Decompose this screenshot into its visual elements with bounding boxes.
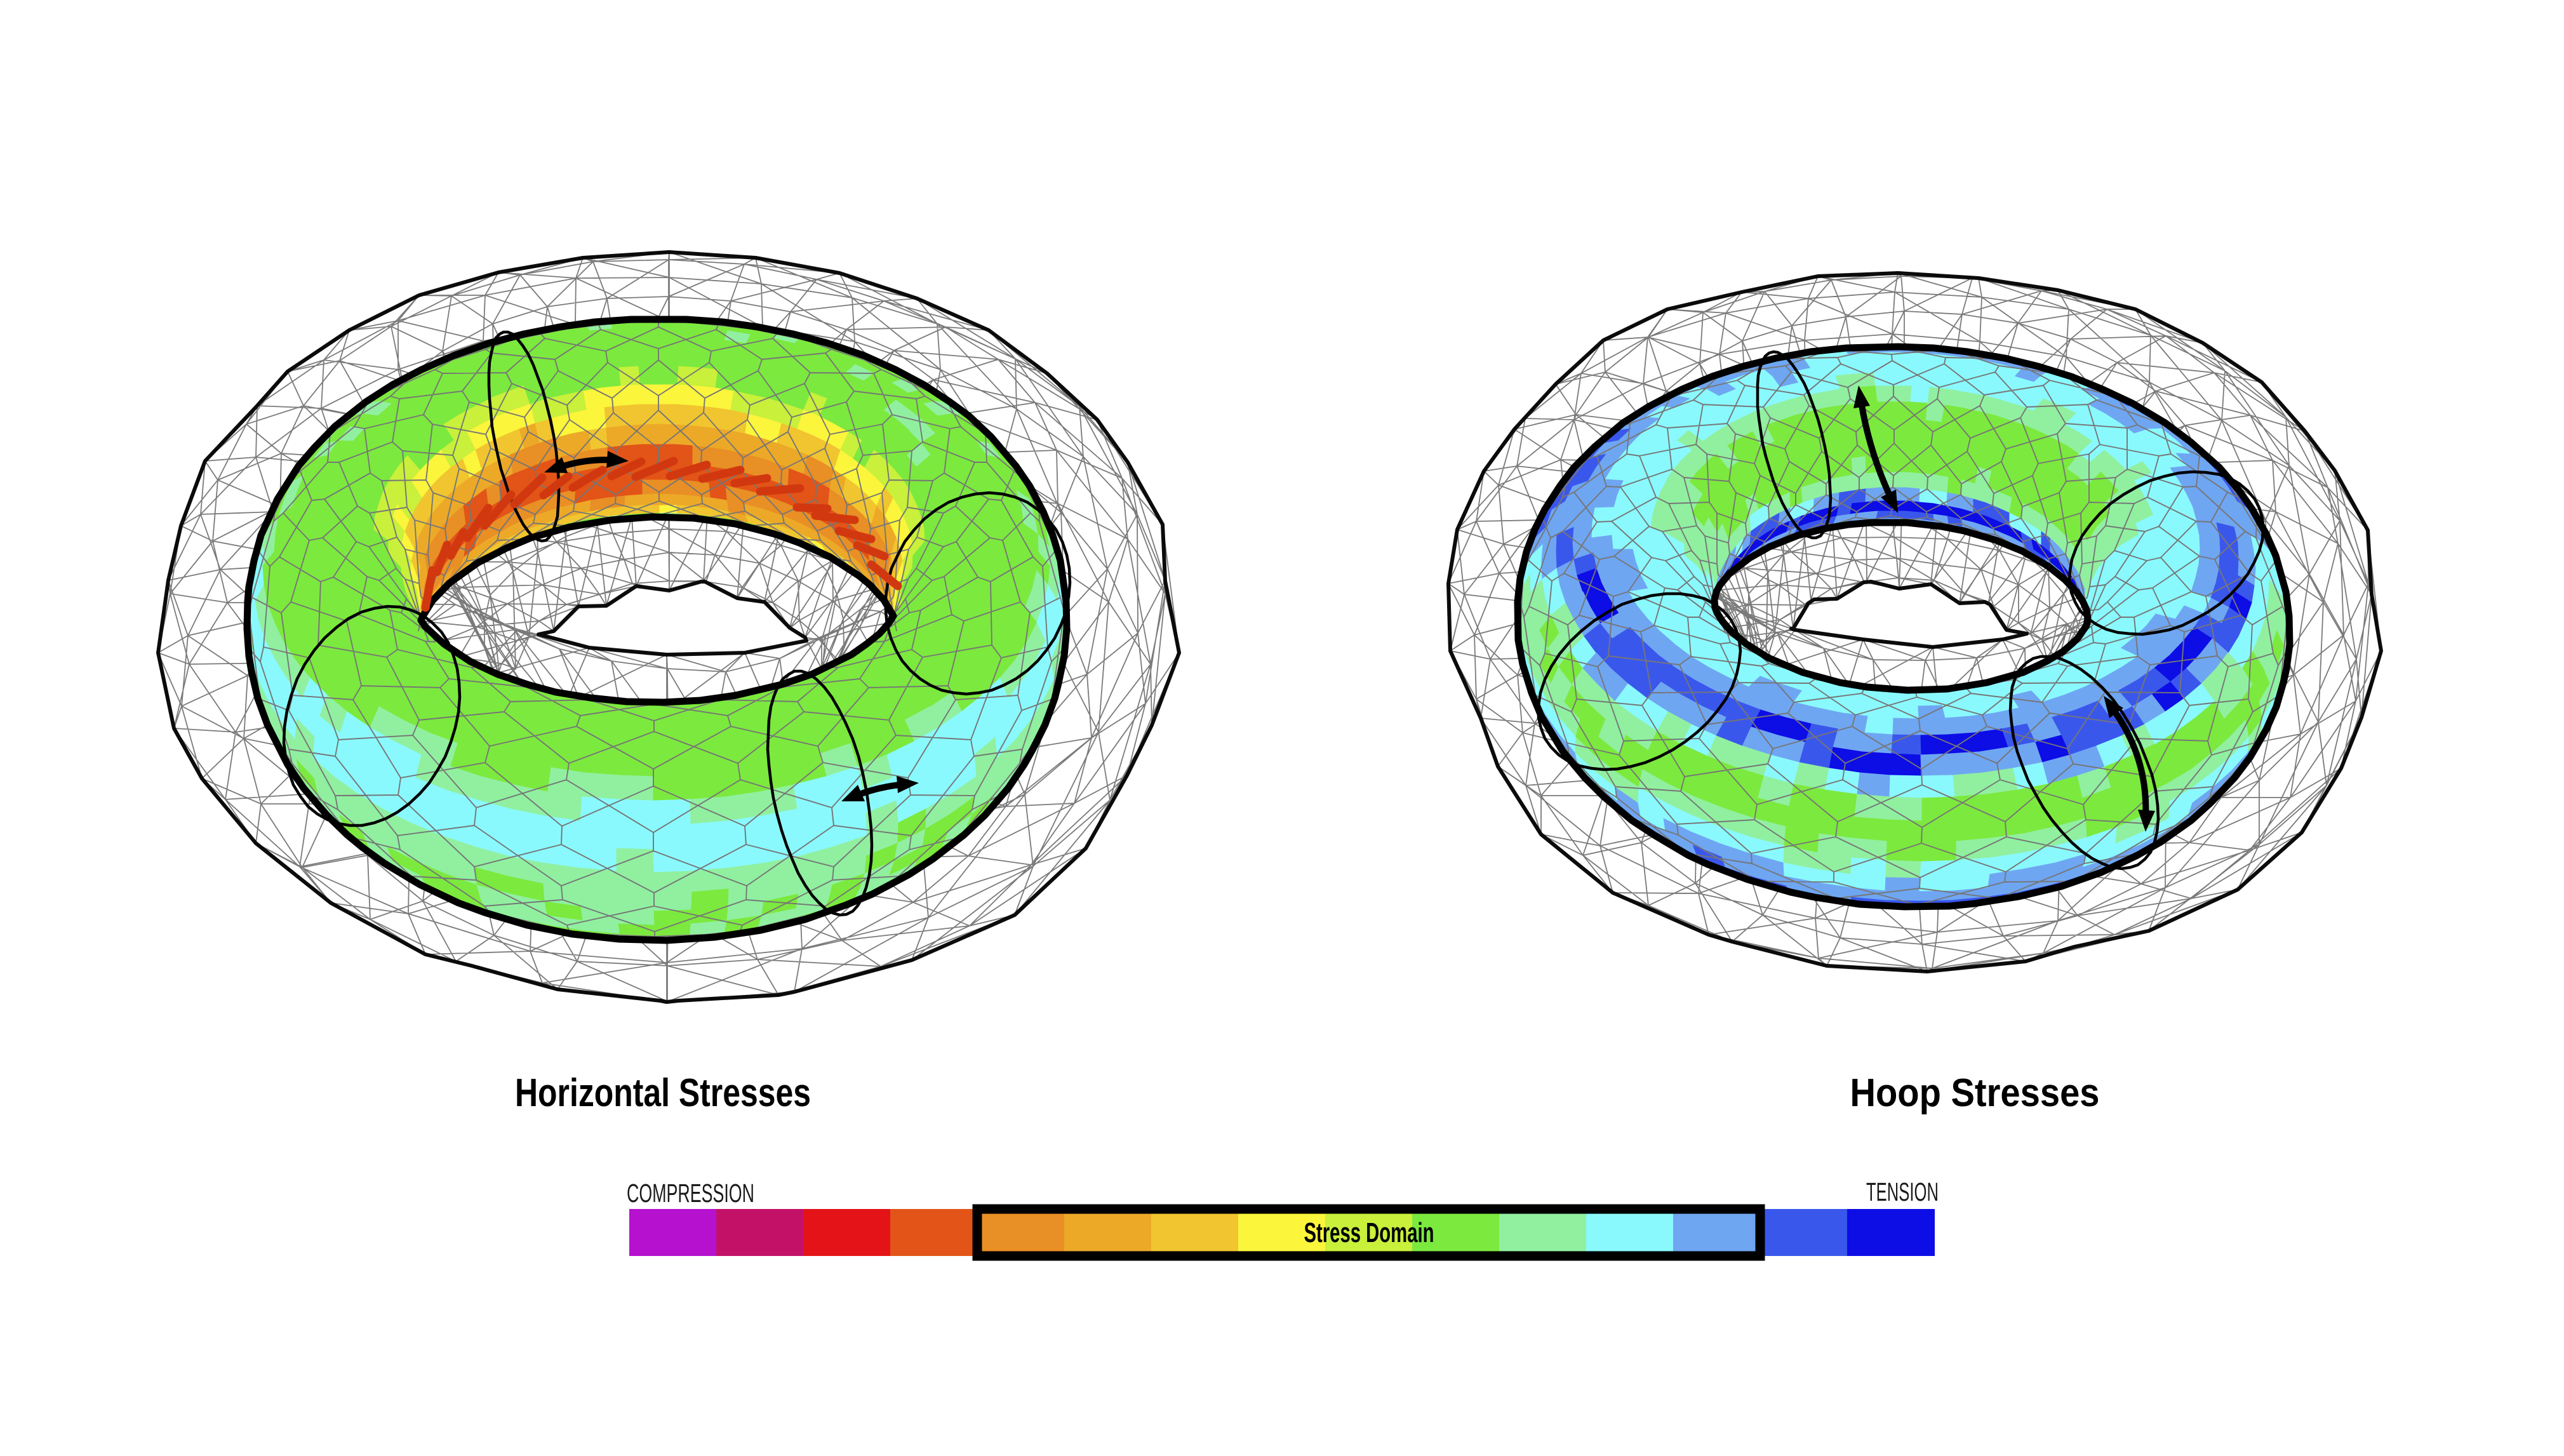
svg-text:COMPRESSION: COMPRESSION — [627, 1179, 754, 1208]
svg-text:Hoop Stresses: Hoop Stresses — [1850, 1071, 2100, 1115]
svg-text:TENSION: TENSION — [1866, 1177, 1939, 1206]
svg-text:Stress Domain: Stress Domain — [1304, 1217, 1434, 1248]
svg-text:Horizontal Stresses: Horizontal Stresses — [515, 1071, 811, 1115]
